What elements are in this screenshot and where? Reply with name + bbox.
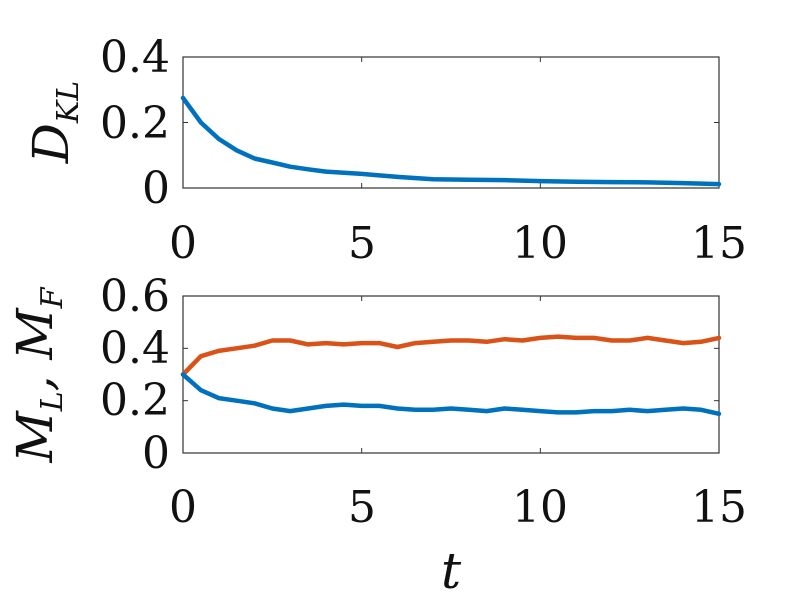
kl-ylabel-main: D <box>22 123 80 164</box>
kl-ytick-0.2: 0.2 <box>100 98 170 149</box>
m-ylabel-f: M <box>6 307 64 361</box>
kl-axes-box <box>182 56 720 189</box>
m-xlabel: t <box>441 542 462 595</box>
m-ytick-0: 0 <box>142 428 170 479</box>
m-ytick-0.2: 0.2 <box>100 375 170 426</box>
m-ytick-0.4: 0.4 <box>100 323 170 374</box>
m-xtick-15: 15 <box>691 482 747 533</box>
m-ylabel: ML, MF <box>6 286 70 463</box>
m-xtick-0: 0 <box>169 482 197 533</box>
kl-ylabel: DKL <box>22 81 86 164</box>
m-ylabel-l-sub: L <box>35 391 70 412</box>
m-xtick-10: 10 <box>512 482 568 533</box>
kl-ytick-0: 0 <box>142 163 170 214</box>
kl-ytick-0.4: 0.4 <box>100 32 170 83</box>
kl-ylabel-sub: KL <box>51 81 86 124</box>
kl-xtick-10: 10 <box>512 218 568 269</box>
kl-series-line-0 <box>180 95 722 187</box>
m-ytick-0.6: 0.6 <box>100 271 170 322</box>
m-ylabel-f-sub: F <box>35 286 70 309</box>
kl-xtick-0: 0 <box>169 218 197 269</box>
m-series-line-0 <box>180 334 722 377</box>
m-series-line-1 <box>180 372 722 417</box>
m-ylabel-l: M <box>6 409 64 463</box>
kl-panel: 0 0.2 0.4 0 5 10 15 DKL <box>22 32 747 269</box>
kl-xtick-5: 5 <box>348 218 376 269</box>
m-ylabel-sep: , <box>6 360 64 392</box>
m-panel: 0 0.2 0.4 0.6 0 5 10 15 ML, MF t <box>6 271 747 595</box>
m-axes-box <box>182 295 720 454</box>
m-xtick-5: 5 <box>348 482 376 533</box>
kl-xtick-15: 15 <box>691 218 747 269</box>
